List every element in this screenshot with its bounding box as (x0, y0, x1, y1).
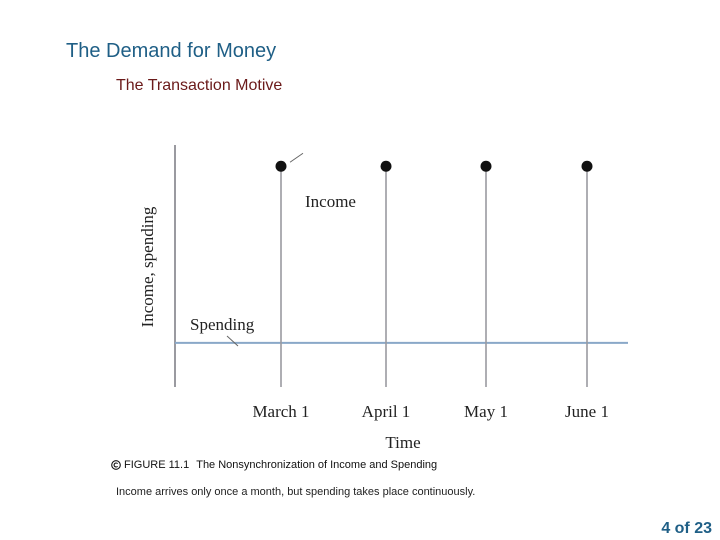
figure-number: FIGURE 11.1 (124, 459, 190, 471)
x-tick-label: June 1 (565, 402, 609, 421)
figure-caption: FIGURE 11.1 The Nonsynchronization of In… (111, 459, 437, 471)
figure-description: Income arrives only once a month, but sp… (116, 486, 476, 498)
figure-title: The Nonsynchronization of Income and Spe… (196, 459, 438, 471)
income-point (480, 160, 492, 172)
income-point (275, 160, 287, 172)
x-tick-label: April 1 (362, 402, 411, 421)
spending-annotation-leader (226, 335, 239, 347)
income-annotation-leader (289, 152, 304, 163)
x-tick-label: May 1 (464, 402, 508, 421)
income-series-label: Income (305, 192, 356, 211)
income-point (380, 160, 392, 172)
slide-subtitle: The Transaction Motive (116, 77, 283, 94)
x-axis-label: Time (385, 433, 420, 452)
y-axis-label: Income, spending (138, 206, 157, 327)
copyright-icon (111, 460, 121, 470)
slide-title: The Demand for Money (66, 40, 277, 62)
page-number: 4 of 23 (661, 520, 712, 537)
income-point (581, 160, 593, 172)
x-tick-label: March 1 (252, 402, 309, 421)
spending-series-label: Spending (190, 315, 255, 334)
